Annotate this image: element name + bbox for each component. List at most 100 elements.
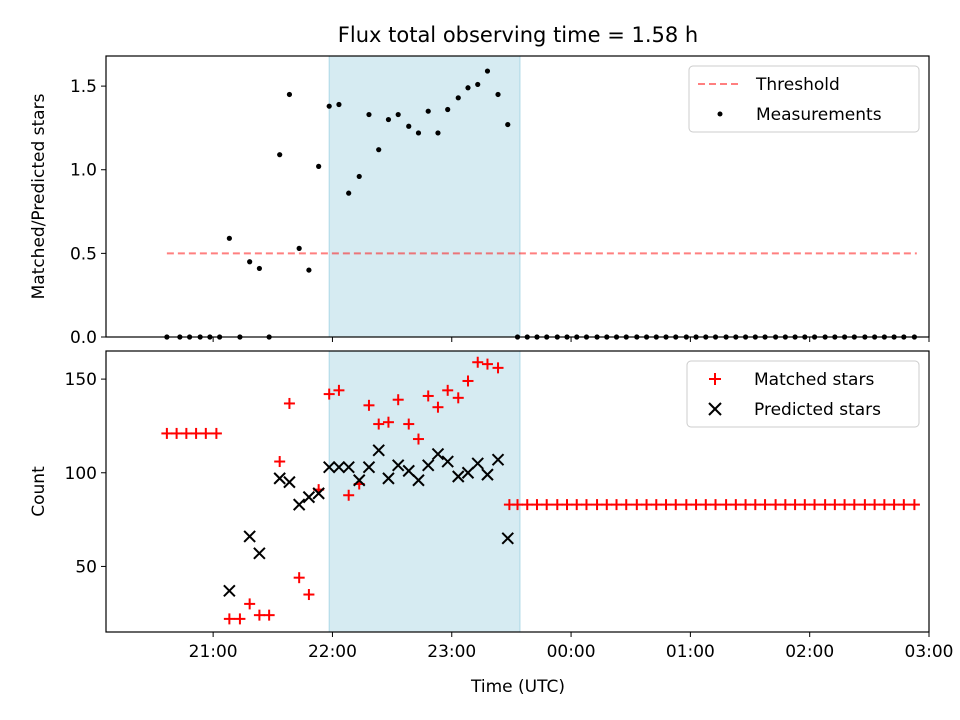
matched-star-point xyxy=(819,499,831,511)
measurement-point xyxy=(226,235,232,241)
matched-star-point xyxy=(432,401,444,413)
matched-star-point xyxy=(660,499,672,511)
measurement-point xyxy=(475,81,481,88)
measurement-points xyxy=(164,68,917,340)
measurement-point xyxy=(356,173,362,180)
measurement-point xyxy=(385,116,392,123)
predicted-star-point xyxy=(412,474,425,487)
measurement-point xyxy=(336,101,342,108)
x-tick-label: 02:00 xyxy=(785,642,834,662)
matched-star-point xyxy=(263,609,275,621)
x-tick-label: 00:00 xyxy=(547,642,596,662)
measurement-point xyxy=(366,111,372,118)
plot-frame xyxy=(105,55,930,338)
measurement-point xyxy=(435,130,441,136)
matched-star-point xyxy=(848,499,860,511)
matched-star-point xyxy=(481,358,493,370)
predicted-star-point xyxy=(302,490,316,504)
x-tick-label: 22:00 xyxy=(308,642,357,662)
y-tick-label: 0.0 xyxy=(70,328,97,348)
matched-star-point xyxy=(561,499,573,511)
plot-frame xyxy=(105,350,930,633)
predicted-star-point xyxy=(362,460,376,474)
matched-star-point xyxy=(512,499,523,511)
predicted-star-point xyxy=(422,459,435,472)
matched-star-point xyxy=(650,499,662,511)
matched-star-point xyxy=(200,427,212,439)
matched-star-point xyxy=(779,499,791,511)
legend: Matched stars Predicted stars xyxy=(686,360,920,428)
predicted-star-point xyxy=(431,447,445,461)
y-axis-label: Count xyxy=(29,466,49,517)
matched-star-point xyxy=(620,499,632,511)
matched-star-point xyxy=(234,613,246,625)
predicted-star-point xyxy=(342,460,355,474)
matched-star-point xyxy=(908,499,920,511)
matched-star-point xyxy=(878,499,890,511)
measurement-point xyxy=(277,152,283,158)
measurement-point xyxy=(484,68,491,74)
matched-star-point xyxy=(392,394,404,406)
predicted-star-point xyxy=(441,455,454,468)
matched-star-point xyxy=(171,427,183,439)
measurement-point xyxy=(346,190,352,196)
matched-star-point xyxy=(580,499,592,511)
measurement-point xyxy=(465,85,471,91)
x-tick-label: 01:00 xyxy=(666,642,715,662)
matched-star-point xyxy=(541,499,553,511)
legend-predicted-swatch xyxy=(708,402,722,416)
matched-star-point xyxy=(452,392,464,404)
matched-star-point xyxy=(670,499,682,511)
legend-label-predicted: Predicted stars xyxy=(754,400,881,420)
matched-star-point xyxy=(749,499,761,511)
predicted-star-point xyxy=(292,498,306,511)
measurement-point xyxy=(406,123,412,129)
matched-star-point xyxy=(253,609,265,621)
matched-star-point xyxy=(601,499,613,511)
matched-star-point xyxy=(223,613,235,625)
predicted-star-point xyxy=(332,460,346,474)
matched-star-point xyxy=(631,499,643,511)
legend: Threshold Measurements xyxy=(688,65,920,133)
matched-star-point xyxy=(323,388,335,400)
predicted-star-point xyxy=(491,453,505,466)
y-tick-label: 50 xyxy=(75,557,97,577)
measurement-point xyxy=(256,265,262,272)
legend-label-matched: Matched stars xyxy=(754,370,874,390)
y-axis-ticks: 50 100 150 xyxy=(65,370,106,577)
matched-star-point xyxy=(274,456,286,468)
measurement-point xyxy=(306,267,312,273)
matched-star-point xyxy=(403,418,415,430)
matched-star-point xyxy=(373,418,385,430)
y-tick-label: 1.0 xyxy=(70,161,97,181)
predicted-star-point xyxy=(372,444,385,457)
measurement-point xyxy=(445,106,451,113)
matched-star-point xyxy=(343,489,355,501)
matched-star-point xyxy=(210,427,222,439)
x-axis-label: Time (UTC) xyxy=(470,677,565,697)
measurement-point xyxy=(415,130,422,136)
matched-star-point xyxy=(492,362,504,374)
x-axis-ticks: 21:00 22:00 23:00 00:00 01:00 02:00 03:00 xyxy=(189,632,954,662)
observing-window-shade xyxy=(328,55,521,338)
x-tick-label: 03:00 xyxy=(905,642,954,662)
measurement-point xyxy=(326,103,332,109)
matched-star-point xyxy=(591,499,603,511)
matched-star-point xyxy=(690,499,702,511)
predicted-star-points xyxy=(223,444,514,597)
matched-star-point xyxy=(462,375,474,387)
predicted-star-point xyxy=(283,475,296,489)
matched-star-point xyxy=(888,499,900,511)
measurement-point xyxy=(505,121,511,128)
matched-star-point xyxy=(730,499,742,511)
matched-star-point xyxy=(161,427,173,439)
matched-star-point xyxy=(700,499,712,511)
y-tick-label: 0.5 xyxy=(70,244,97,264)
predicted-star-point xyxy=(312,487,325,500)
matched-star-point xyxy=(809,499,821,511)
matched-star-point xyxy=(442,384,454,396)
legend-matched-swatch xyxy=(709,373,721,385)
predicted-star-point xyxy=(391,459,405,472)
predicted-star-point xyxy=(322,460,336,474)
matched-star-point xyxy=(740,499,752,511)
